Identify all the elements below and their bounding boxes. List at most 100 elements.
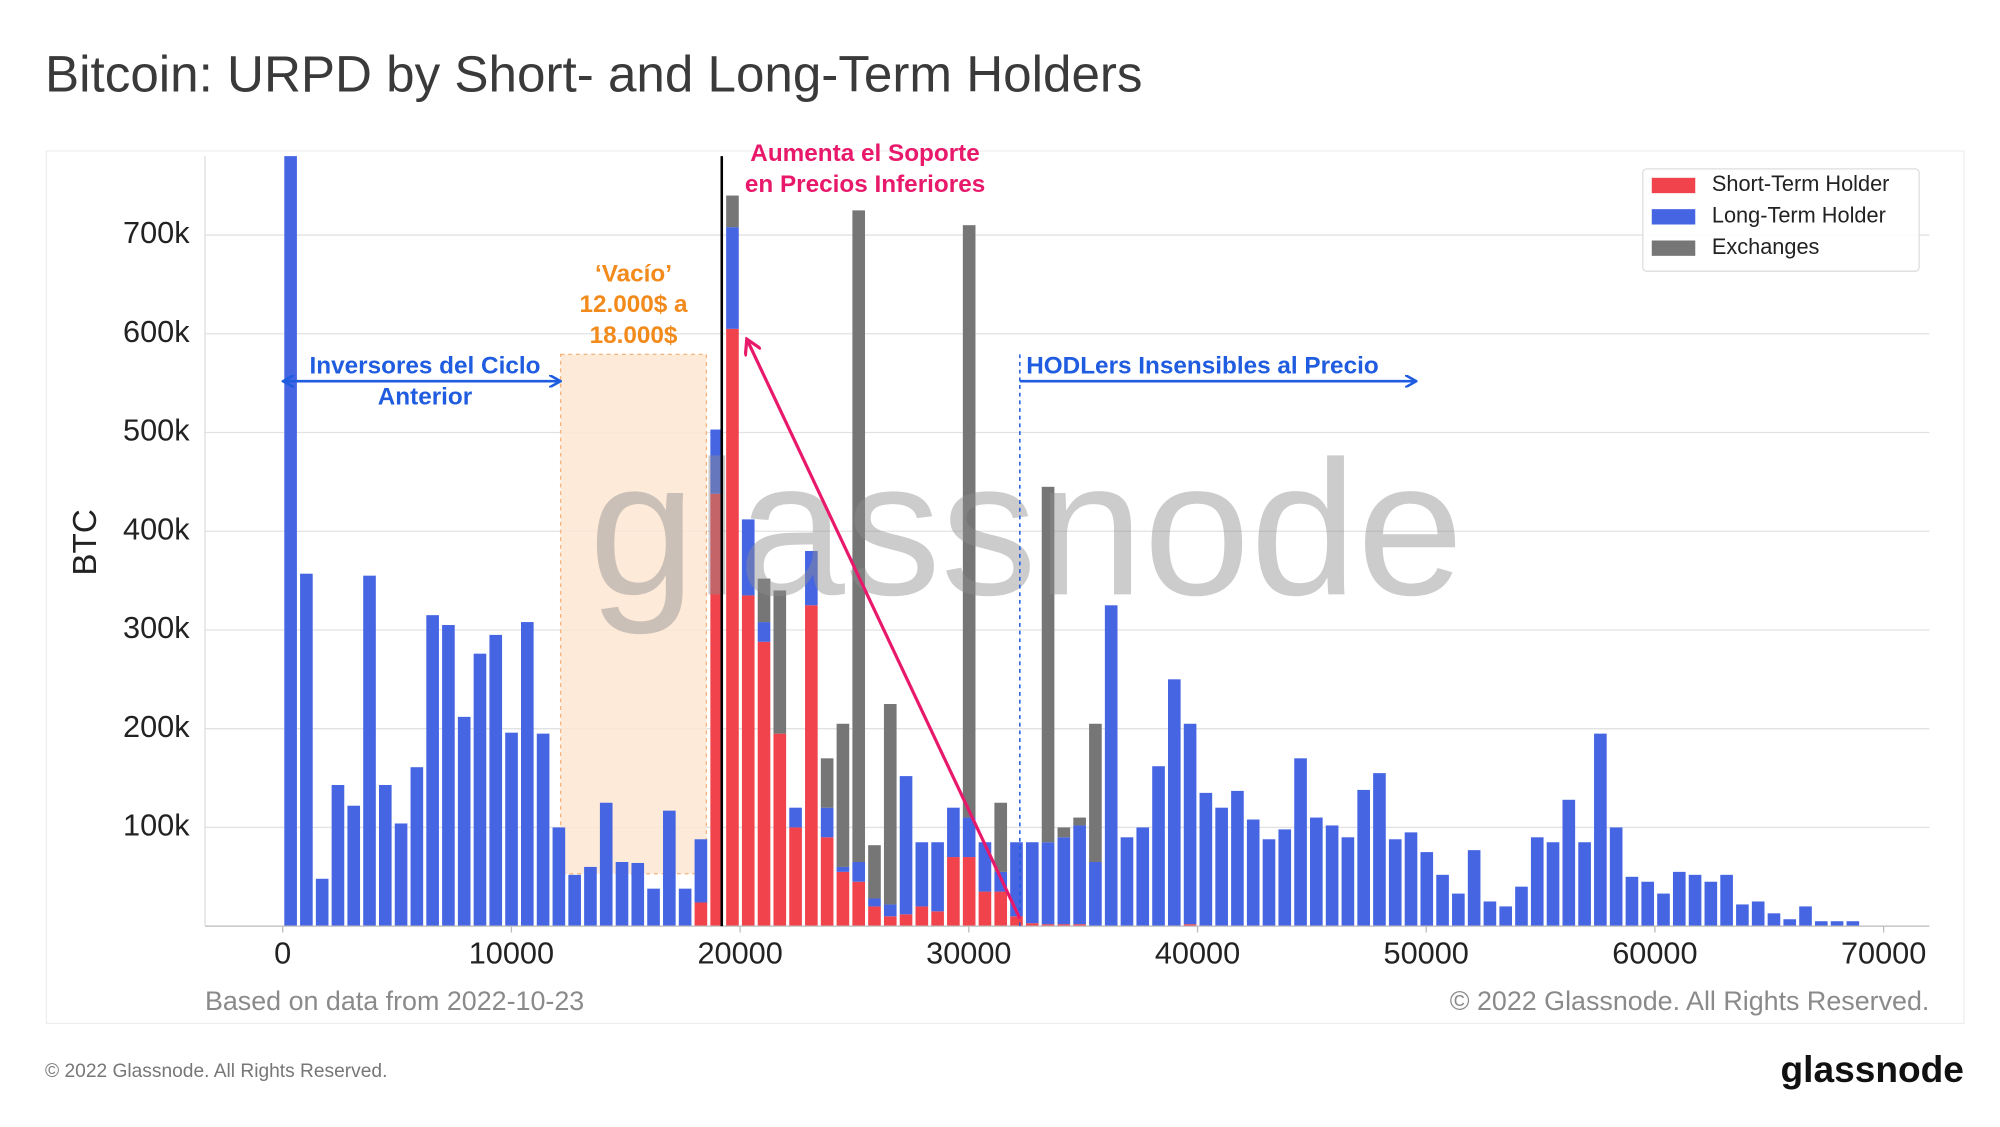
- source-note: Based on data from 2022-10-23: [205, 986, 584, 1016]
- bar-segment: [1783, 919, 1797, 927]
- bar-segment: [773, 590, 787, 734]
- bar-segment: [1073, 924, 1086, 927]
- bar-segment: [883, 704, 897, 905]
- bar-segment: [883, 916, 897, 927]
- bar-segment: [1799, 906, 1812, 927]
- support-arrow: [747, 340, 1022, 920]
- bar-segment: [883, 904, 897, 917]
- bar-segment: [1672, 871, 1686, 927]
- bar-segment: [1704, 881, 1718, 927]
- bar-segment: [915, 842, 929, 907]
- bar-segment: [568, 874, 581, 927]
- bar-segment: [836, 871, 850, 927]
- bar-segment: [836, 866, 850, 872]
- bar-segment: [315, 878, 329, 927]
- bar-segment: [1246, 819, 1260, 927]
- chart-frame: [45, 150, 1965, 1025]
- annotation: HODLers Insensibles al Precio: [1026, 353, 1378, 380]
- bar-segment: [1767, 913, 1781, 927]
- bar-segment: [1310, 817, 1323, 927]
- bar-segment: [820, 807, 834, 838]
- bar-segment: [1388, 839, 1402, 927]
- bar-segment: [678, 888, 692, 927]
- legend-label: Long-Term Holder: [1712, 203, 1886, 228]
- y-tick-label: 100k: [123, 808, 190, 843]
- bar-segment: [1720, 874, 1733, 927]
- bar-segment: [1073, 825, 1086, 925]
- bar-segment: [915, 906, 929, 927]
- legend-swatch: [1651, 209, 1696, 225]
- bar-segment: [741, 519, 755, 596]
- bar-segment: [300, 573, 313, 927]
- annotation: 12.000$ a: [579, 291, 688, 318]
- bar-segment: [962, 817, 976, 858]
- bar-segment: [347, 805, 361, 927]
- bar-segment: [994, 891, 1008, 927]
- bar-segment: [552, 827, 566, 927]
- bar-segment: [410, 767, 424, 927]
- bar-segment: [1278, 829, 1292, 927]
- y-axis-label: BTC: [67, 509, 104, 576]
- bar-segment: [1089, 861, 1102, 927]
- bar-segment: [710, 429, 723, 494]
- x-tick-label: 30000: [926, 936, 1011, 971]
- y-tick-label: 200k: [123, 709, 190, 744]
- bar-segment: [852, 861, 866, 882]
- legend-label: Short-Term Holder: [1712, 171, 1890, 196]
- bar-segment: [394, 823, 408, 927]
- bar-segment: [1688, 874, 1702, 927]
- bar-segment: [741, 595, 755, 927]
- y-tick-label: 600k: [123, 314, 190, 349]
- chart-title: Bitcoin: URPD by Short- and Long-Term Ho…: [45, 46, 1142, 103]
- bar-segment: [489, 634, 503, 927]
- bar-segment: [978, 891, 992, 927]
- bar-segment: [1041, 842, 1055, 925]
- annotation: en Precios Inferiores: [745, 171, 985, 198]
- bar-segment: [1167, 679, 1181, 927]
- bar-segment: [1830, 921, 1844, 927]
- bar-segment: [773, 733, 787, 927]
- bar-segment: [1057, 837, 1071, 925]
- bar-segment: [931, 911, 944, 927]
- bar-segment: [1041, 924, 1055, 927]
- annotation: Anterior: [378, 383, 473, 410]
- bar-segment: [789, 807, 802, 828]
- bar-segment: [1041, 486, 1055, 843]
- bar-segment: [1183, 723, 1197, 925]
- bar-segment: [1325, 825, 1339, 927]
- bar-segment: [726, 328, 739, 927]
- bar-segment: [1609, 827, 1623, 927]
- bar-segment: [1467, 850, 1481, 927]
- bar-segment: [331, 784, 345, 927]
- bar-segment: [1483, 901, 1497, 927]
- bar-segment: [710, 493, 723, 927]
- bar-segment: [1120, 837, 1134, 927]
- bar-segment: [284, 156, 297, 927]
- y-tick-label: 300k: [123, 610, 190, 645]
- bar-segment: [1657, 893, 1670, 927]
- bar-segment: [931, 842, 944, 912]
- bar-segment: [1420, 852, 1434, 927]
- bar-segment: [1262, 839, 1276, 927]
- bar-segment: [820, 837, 834, 927]
- bar-segment: [978, 842, 992, 892]
- x-tick-label: 20000: [697, 936, 782, 971]
- footer-copyright: © 2022 Glassnode. All Rights Reserved.: [45, 1061, 387, 1082]
- bar-segment: [1499, 906, 1513, 927]
- bar-segment: [1294, 758, 1307, 927]
- bar-segment: [899, 776, 913, 915]
- bar-segment: [647, 888, 660, 927]
- bar-segment: [1625, 876, 1639, 927]
- annotation: Aumenta el Soporte: [750, 140, 980, 167]
- legend-box: [1642, 168, 1920, 272]
- bar-segment: [868, 845, 881, 899]
- bar-segment: [694, 902, 708, 927]
- bar-segment: [663, 810, 676, 927]
- annotation: Inversores del Ciclo: [310, 353, 541, 380]
- x-tick-label: 50000: [1384, 936, 1469, 971]
- logo: glassnode: [1781, 1048, 1964, 1090]
- x-tick-label: 60000: [1612, 936, 1697, 971]
- bar-segment: [757, 641, 771, 927]
